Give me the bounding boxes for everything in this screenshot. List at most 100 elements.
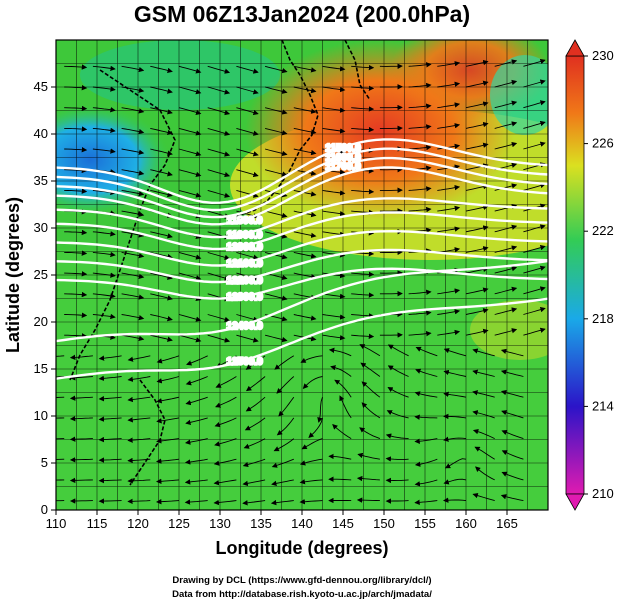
wind-streamline [317,397,323,423]
wind-streamline [236,189,259,198]
coastline-korea-china [69,69,176,381]
wind-streamline [437,226,461,233]
wind-streamline [207,86,231,95]
wind-streamline [98,396,122,402]
wind-streamline [322,65,346,72]
wind-streamline [328,476,352,482]
wind-streamline [185,417,208,425]
wind-streamline [69,395,93,401]
wind-streamline [156,376,180,384]
wind-streamline [64,250,88,256]
wind-streamline [236,334,259,343]
wind-streamline [264,127,288,136]
wind-streamline [443,478,467,485]
wind-streamline [236,314,259,322]
wind-streamline [92,313,116,320]
wind-streamline [387,344,409,357]
wind-streamline [443,348,467,357]
wind-streamline [207,189,231,198]
temperature-cyan-patch [490,55,548,135]
wind-streamline [236,86,259,95]
wind-streamline [186,355,208,366]
streamlines [56,58,546,506]
wind-streamline [523,182,546,191]
wind-streamline [98,498,122,504]
wind-streamline [523,327,546,336]
wind-streamline [465,225,489,233]
wind-streamline [472,492,495,502]
wind-streamline [523,307,546,315]
wind-streamline [264,169,288,177]
wind-streamline [264,65,288,74]
wind-streamline [64,167,88,174]
colorbar-tick-label: 218 [592,311,614,326]
wind-streamline [322,169,346,175]
wind-streamline [322,107,346,113]
wind-streamline [357,452,380,460]
wind-streamline [322,210,346,217]
wind-streamline [121,107,145,114]
wind-streamline [494,121,518,129]
wind-streamline [156,478,180,485]
wind-streamline [64,85,88,91]
wind-streamline [385,433,409,440]
wind-streamline [475,466,495,481]
x-axis-ticks: 110 115 120 125 130 135 140 145 150 155 160 165 [46,510,518,531]
wind-streamline [494,224,518,233]
colorbar-bottom-triangle [565,493,585,511]
wind-streamline [207,148,231,157]
wind-streamline [213,499,237,506]
wind-streamline [150,169,173,177]
wind-streamline [351,333,375,340]
wind-streamline [443,369,467,377]
wind-streamline [494,100,518,109]
wind-streamline [64,64,88,70]
wind-streamline [293,148,317,156]
y-tick-label: 15 [34,361,48,376]
wind-streamline [465,328,489,336]
wind-streamline [444,458,467,469]
wind-streamline [465,142,489,150]
wind-streamline [92,86,116,92]
wind-streamline [437,123,461,129]
wind-streamline [414,458,438,467]
wind-streamline [437,288,461,295]
wind-streamline [150,334,173,342]
contour-label: 11700.0 [325,161,361,172]
wind-streamline [242,479,266,487]
contour-label: 11800.0 [227,215,263,226]
contour-label: 11900.0 [227,230,263,241]
wind-streamline [178,127,202,136]
wind-streamline [414,499,438,506]
wind-streamline [359,427,381,440]
wind-streamline [69,457,93,463]
x-axis-label: Longitude (degrees) [215,538,388,558]
wind-streamline [98,375,122,382]
wind-streamline [92,65,116,72]
wind-streamline [64,271,88,277]
wind-streamline [56,438,65,440]
wind-streamline [185,396,208,406]
y-axis-label: Latitude (degrees) [3,197,23,353]
wind-streamline [264,334,288,343]
x-tick-label: 155 [414,516,436,531]
wind-streamline [92,293,116,299]
wind-streamline [69,477,93,484]
wind-streamline [494,245,518,253]
wind-streamline [215,396,237,408]
wind-streamline [351,126,375,133]
wind-streamline [494,59,518,67]
x-tick-label: 125 [168,516,190,531]
wind-streamline [385,498,409,504]
y-tick-label: 20 [34,314,48,329]
wind-streamline [408,310,432,316]
wind-streamline [178,65,202,74]
x-tick-label: 160 [455,516,477,531]
colorbar-tick-label: 222 [592,223,614,238]
chart-title: GSM 06Z13Jan2024 (200.0hPa) [134,1,470,27]
wind-streamline [437,61,461,67]
wind-streamline [264,210,288,219]
contour-line [56,259,548,343]
wind-streamline [178,86,202,95]
wind-streamline [408,206,432,213]
